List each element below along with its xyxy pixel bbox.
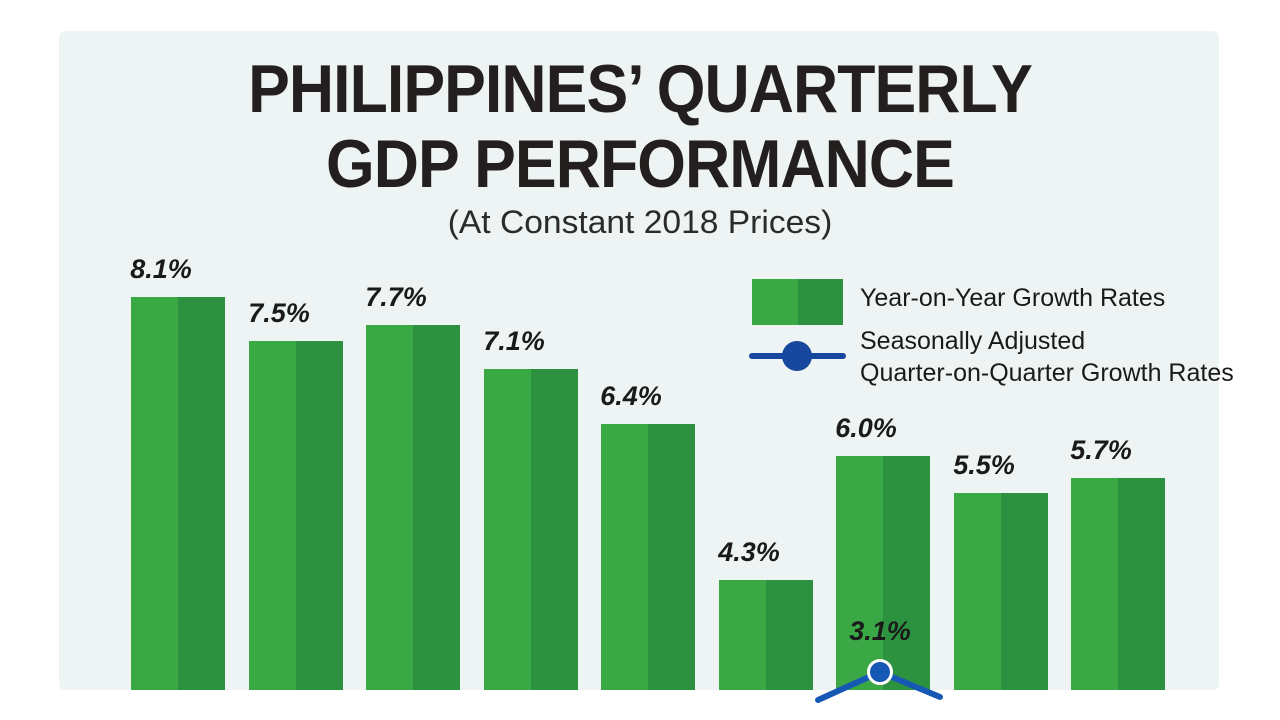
svg-text:7.7%: 7.7% bbox=[365, 282, 427, 312]
svg-text:Seasonally Adjusted: Seasonally Adjusted bbox=[860, 327, 1085, 355]
svg-text:6.0%: 6.0% bbox=[835, 413, 897, 443]
svg-text:8.1%: 8.1% bbox=[130, 254, 192, 284]
svg-text:Quarter-on-Quarter Growth Rate: Quarter-on-Quarter Growth Rates bbox=[860, 359, 1234, 387]
svg-text:7.5%: 7.5% bbox=[248, 298, 310, 328]
svg-text:4.3%: 4.3% bbox=[717, 537, 780, 567]
svg-text:3.1%: 3.1% bbox=[849, 616, 911, 646]
svg-text:Year-on-Year Growth Rates: Year-on-Year Growth Rates bbox=[860, 284, 1165, 312]
svg-text:(At Constant 2018 Prices): (At Constant 2018 Prices) bbox=[448, 204, 833, 240]
svg-text:PHILIPPINES’ QUARTERLY: PHILIPPINES’ QUARTERLY bbox=[248, 51, 1032, 127]
svg-text:5.5%: 5.5% bbox=[953, 450, 1015, 480]
svg-text:6.4%: 6.4% bbox=[600, 381, 662, 411]
svg-text:GDP PERFORMANCE: GDP PERFORMANCE bbox=[326, 126, 954, 202]
svg-text:5.7%: 5.7% bbox=[1070, 435, 1132, 465]
svg-text:7.1%: 7.1% bbox=[483, 326, 545, 356]
